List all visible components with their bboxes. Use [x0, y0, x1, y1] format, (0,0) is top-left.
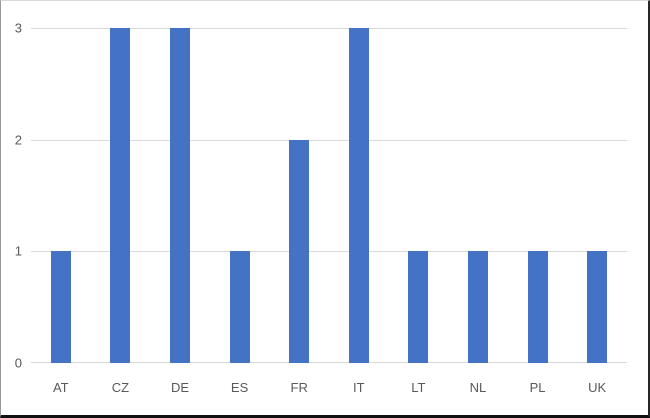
- bar-it: [348, 28, 369, 363]
- bar-slot-nl: [448, 28, 508, 363]
- x-tick-label-at: AT: [52, 380, 69, 395]
- y-tick-label: 1: [14, 243, 22, 259]
- x-tick-label-it: IT: [352, 380, 365, 395]
- gridline: [31, 251, 627, 253]
- bar-slot-uk: [567, 28, 627, 363]
- gridline: [31, 28, 627, 29]
- bar-slot-pl: [508, 28, 568, 363]
- plot-area: [31, 28, 627, 363]
- bar-slot-lt: [389, 28, 449, 363]
- x-axis: AT CZ DE ES FR IT LT NL PL UK: [31, 363, 627, 394]
- y-tick-label: 0: [14, 355, 22, 371]
- y-tick-label: 2: [14, 132, 22, 148]
- bar-slot-fr: [269, 28, 329, 363]
- y-axis: 0 1 2 3: [1, 22, 25, 370]
- bar-nl: [467, 251, 488, 363]
- bar-slot-cz: [91, 28, 151, 363]
- x-tick-label-uk: UK: [588, 380, 607, 395]
- x-tick-label-lt: LT: [411, 380, 426, 395]
- x-tick-label-es: ES: [230, 380, 249, 395]
- x-tick-label-nl: NL: [469, 380, 487, 395]
- bar-pl: [527, 251, 548, 363]
- gridline: [31, 139, 627, 141]
- bar-lt: [408, 251, 429, 363]
- x-tick-label-cz: CZ: [111, 380, 130, 395]
- bar-slot-it: [329, 28, 389, 363]
- x-axis-line: [31, 362, 627, 363]
- bar-at: [50, 251, 71, 363]
- x-tick-label-fr: FR: [290, 380, 308, 395]
- x-tick-label-de: DE: [170, 380, 190, 395]
- bar-slot-de: [150, 28, 210, 363]
- bar-es: [229, 251, 250, 363]
- bar-slot-at: [31, 28, 91, 363]
- bar-fr: [289, 139, 310, 363]
- x-tick-label-pl: PL: [529, 380, 546, 395]
- bar-cz: [110, 28, 131, 363]
- bar-slot-es: [210, 28, 270, 363]
- bar-de: [169, 28, 190, 363]
- bars-row: [31, 28, 627, 363]
- y-tick-label: 3: [14, 20, 22, 36]
- bar-uk: [587, 251, 608, 363]
